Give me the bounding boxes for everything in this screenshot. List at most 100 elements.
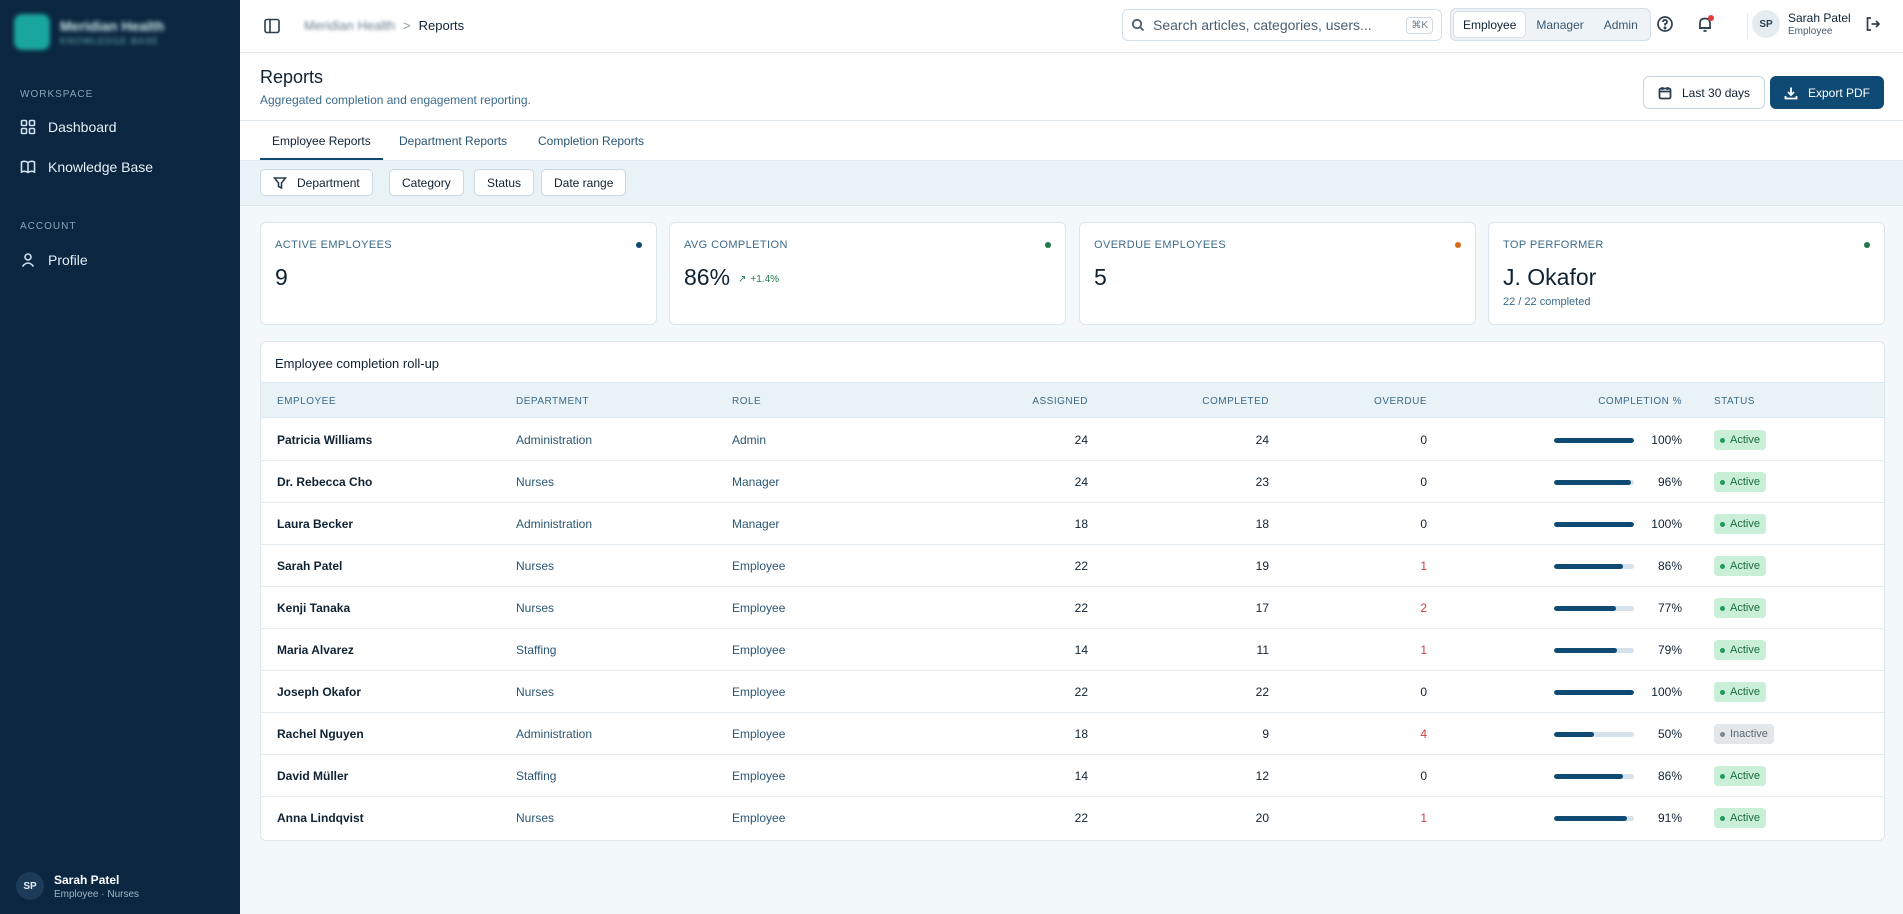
table-row[interactable]: Maria Alvarez Staffing Employee 14 11 1 79% Act…	[261, 629, 1884, 671]
cell-completion-pct: 100%	[1651, 685, 1682, 699]
table-row[interactable]: Rachel Nguyen Administration Employee 18 9 4 5…	[261, 713, 1884, 755]
page-subtitle: Aggregated completion and engagement rep…	[260, 93, 531, 107]
table-row[interactable]: Joseph Okafor Nurses Employee 22 22 0 100% Acti…	[261, 671, 1884, 713]
status-badge: Active	[1714, 598, 1766, 618]
export-pdf-button[interactable]: Export PDF	[1770, 76, 1885, 109]
filter-department[interactable]: Department	[260, 169, 373, 196]
kpi-dot	[636, 242, 642, 248]
column-employee[interactable]: EMPLOYEE	[277, 396, 337, 407]
table-row[interactable]: Anna Lindqvist Nurses Employee 22 20 1 91% Acti…	[261, 797, 1884, 839]
status-badge: Inactive	[1714, 724, 1774, 744]
cell-completed: 24	[1255, 433, 1269, 447]
cell-overdue: 4	[1420, 727, 1427, 741]
completion-progress-fill	[1554, 480, 1631, 485]
logout-button[interactable]	[1864, 15, 1882, 33]
cell-completion-pct: 91%	[1657, 811, 1682, 825]
cell-assigned: 14	[1074, 643, 1088, 657]
breadcrumb-root[interactable]: Meridian Health	[304, 18, 396, 33]
kpi-label: TOP PERFORMER	[1503, 239, 1604, 251]
table-row[interactable]: Patricia Williams Administration Admin 24 24…	[261, 419, 1884, 461]
sidebar-item-label: Profile	[48, 252, 88, 268]
filter-status[interactable]: Status	[474, 169, 535, 196]
kpi-value: 9	[275, 264, 288, 290]
filter-date-range[interactable]: Date range	[541, 169, 627, 196]
status-dot	[1720, 773, 1725, 779]
kpi-delta: ↗ +1.4%	[738, 274, 779, 285]
completion-progress-fill	[1554, 438, 1634, 443]
sidebar-item-profile[interactable]: Profile	[20, 252, 88, 268]
column-completed[interactable]: COMPLETED	[1202, 396, 1269, 407]
date-range-button[interactable]: Last 30 days	[1643, 76, 1766, 109]
avatar: SP	[1752, 10, 1780, 38]
cell-assigned: 24	[1074, 475, 1088, 489]
tab-department-reports[interactable]: Department Reports	[399, 134, 508, 148]
sidebar-user[interactable]: SP Sarah Patel Employee · Nurses	[16, 872, 139, 900]
cell-assigned: 22	[1074, 559, 1088, 573]
cell-completion-pct: 100%	[1651, 517, 1682, 531]
help-button[interactable]	[1656, 15, 1674, 33]
completion-progress-bar	[1554, 438, 1634, 443]
completion-progress-fill	[1554, 816, 1627, 821]
cell-completed: 23	[1255, 475, 1269, 489]
filter-label: Status	[487, 175, 522, 190]
column-status[interactable]: STATUS	[1714, 396, 1755, 407]
column-department[interactable]: DEPARTMENT	[516, 396, 589, 407]
search-box[interactable]: ⌘K	[1122, 9, 1442, 41]
filter-label: Category	[402, 175, 451, 190]
tab-completion-reports[interactable]: Completion Reports	[538, 134, 645, 148]
status-label: Active	[1730, 434, 1760, 446]
page-title: Reports	[260, 67, 324, 87]
cell-completion-pct: 96%	[1657, 475, 1682, 489]
avatar: SP	[16, 872, 44, 900]
notifications-button[interactable]	[1696, 15, 1714, 33]
table-row[interactable]: Dr. Rebecca Cho Nurses Manager 24 23 0 96% Acti…	[261, 461, 1884, 503]
sidebar-item-dashboard[interactable]: Dashboard	[20, 119, 117, 135]
status-label: Inactive	[1730, 728, 1768, 740]
breadcrumb: Meridian Health > Reports	[304, 18, 464, 33]
cell-role: Employee	[732, 769, 786, 783]
search-icon	[1131, 18, 1145, 32]
cell-overdue: 0	[1420, 685, 1427, 699]
completion-progress-bar	[1554, 564, 1634, 569]
completion-progress-bar	[1554, 816, 1634, 821]
table-row[interactable]: Laura Becker Administration Manager 18 18 0 10…	[261, 503, 1884, 545]
cell-completed: 17	[1255, 601, 1269, 615]
role-admin-button[interactable]: Admin	[1603, 17, 1638, 32]
filter-icon	[273, 176, 287, 189]
cell-employee: Kenji Tanaka	[277, 601, 351, 615]
table-row[interactable]: Sarah Patel Nurses Employee 22 19 1 86% Active	[261, 545, 1884, 587]
sidebar-item-knowledge-base[interactable]: Knowledge Base	[20, 159, 153, 175]
cell-assigned: 14	[1074, 769, 1088, 783]
table-row[interactable]: David Müller Staffing Employee 14 12 0 86% Acti…	[261, 755, 1884, 797]
role-manager-button[interactable]: Manager	[1536, 17, 1584, 32]
kpi-subtext: 22 / 22 completed	[1503, 296, 1591, 308]
kpi-active-employees: ACTIVE EMPLOYEES 9	[260, 222, 657, 325]
status-badge: Active	[1714, 430, 1766, 450]
status-dot	[1720, 437, 1725, 443]
table-header: EMPLOYEE DEPARTMENT ROLE ASSIGNED COMPLE…	[261, 382, 1884, 418]
column-assigned[interactable]: ASSIGNED	[1032, 396, 1088, 407]
table-row[interactable]: Kenji Tanaka Nurses Employee 22 17 2 77% Active	[261, 587, 1884, 629]
calendar-icon	[1658, 86, 1672, 99]
search-input[interactable]	[1153, 17, 1399, 33]
column-role[interactable]: ROLE	[732, 396, 762, 407]
cell-overdue: 2	[1420, 601, 1427, 615]
tab-employee-reports[interactable]: Employee Reports	[272, 134, 371, 148]
status-label: Active	[1730, 560, 1760, 572]
kpi-dot	[1455, 242, 1461, 248]
cell-assigned: 24	[1074, 433, 1088, 447]
cell-assigned: 22	[1074, 601, 1088, 615]
brand[interactable]: Meridian Health KNOWLEDGE BASE	[14, 14, 164, 50]
topbar-user[interactable]: SP Sarah Patel Employee	[1752, 10, 1851, 38]
cell-role: Employee	[732, 559, 786, 573]
column-overdue[interactable]: OVERDUE	[1374, 396, 1427, 407]
cell-employee: Joseph Okafor	[277, 685, 362, 699]
column-completion-pct[interactable]: COMPLETION %	[1598, 396, 1682, 407]
role-employee-button[interactable]: Employee	[1454, 12, 1526, 37]
completion-progress-bar	[1554, 690, 1634, 695]
report-tabs: Employee Reports Department Reports Comp…	[240, 121, 1903, 161]
filter-category[interactable]: Category	[389, 169, 464, 196]
cell-employee: Maria Alvarez	[277, 643, 354, 657]
sidebar-item-label: Dashboard	[48, 119, 117, 135]
sidebar-toggle-icon[interactable]	[262, 16, 282, 36]
